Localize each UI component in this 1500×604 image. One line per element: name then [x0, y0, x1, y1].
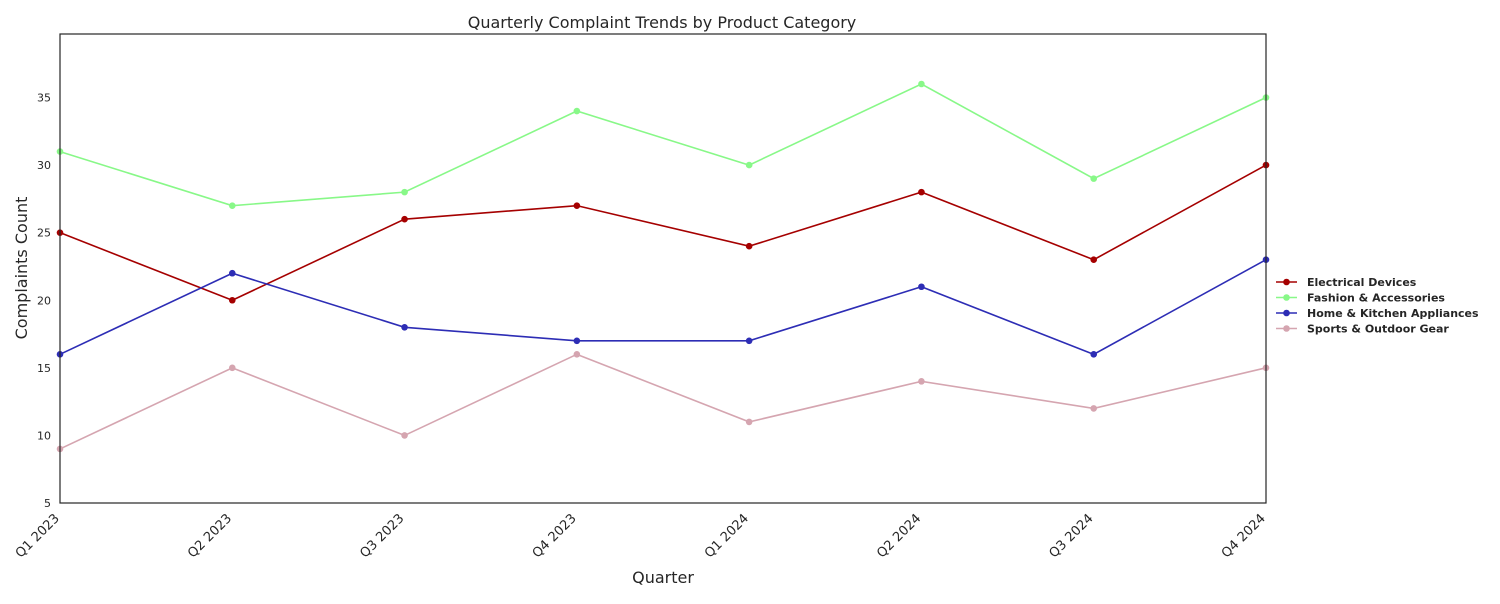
x-tick-label: Q3 2023 — [357, 511, 407, 561]
data-point — [228, 269, 236, 277]
legend-item: Sports & Outdoor Gear — [1276, 323, 1449, 336]
data-point — [573, 351, 581, 358]
data-point — [573, 107, 581, 115]
y-tick-label: 35 — [37, 92, 51, 105]
y-tick-label: 25 — [37, 227, 51, 240]
legend-item: Fashion & Accessories — [1276, 292, 1445, 305]
data-point — [1090, 256, 1098, 264]
chart-title: Quarterly Complaint Trends by Product Ca… — [468, 13, 857, 32]
data-point — [1090, 351, 1098, 358]
data-point — [745, 337, 753, 345]
data-point — [401, 215, 408, 223]
data-point — [918, 378, 925, 385]
data-point — [1090, 175, 1098, 182]
data-point — [745, 161, 753, 169]
data-point — [228, 296, 236, 304]
legend-label: Fashion & Accessories — [1307, 292, 1445, 305]
data-point — [918, 283, 925, 291]
y-tick-label: 10 — [37, 429, 51, 442]
y-tick-label: 15 — [37, 362, 51, 375]
legend-label: Home & Kitchen Appliances — [1307, 307, 1479, 320]
x-axis-ticks: Q1 2023 Q2 2023 Q3 2023 Q4 2023 Q1 2024 Q2 20… — [13, 511, 1269, 561]
x-tick-label: Q2 2023 — [185, 511, 235, 561]
plot-area — [56, 80, 1270, 453]
x-tick-label: Q4 2023 — [530, 511, 580, 561]
x-tick-label: Q2 2024 — [874, 511, 924, 561]
x-tick-label: Q4 2024 — [1219, 511, 1269, 561]
legend-label: Sports & Outdoor Gear — [1307, 323, 1449, 336]
y-tick-label: 30 — [37, 159, 51, 172]
data-point — [228, 364, 236, 372]
x-tick-label: Q1 2024 — [702, 511, 752, 561]
data-point — [401, 432, 408, 439]
data-point — [401, 188, 408, 196]
x-tick-label: Q3 2024 — [1047, 511, 1097, 561]
y-axis-ticks: 5 10 15 20 25 30 35 — [37, 92, 51, 510]
legend-marker — [1283, 309, 1290, 317]
data-point — [1090, 405, 1098, 412]
data-point — [745, 242, 753, 250]
plot-frame — [59, 33, 1267, 504]
legend: Electrical Devices Fashion & Accessories H… — [1276, 276, 1479, 336]
y-tick-label: 5 — [44, 497, 51, 510]
series-line-3 — [59, 353, 1267, 450]
data-point — [918, 80, 925, 88]
x-axis-label: Quarter — [632, 568, 694, 587]
legend-label: Electrical Devices — [1307, 276, 1417, 289]
legend-marker — [1283, 278, 1290, 286]
data-point — [745, 418, 753, 426]
legend-marker — [1283, 294, 1290, 301]
x-tick-label: Q1 2023 — [13, 511, 63, 561]
data-point — [573, 202, 581, 209]
data-point — [918, 188, 925, 196]
series-line-0 — [59, 164, 1267, 302]
legend-item: Home & Kitchen Appliances — [1276, 307, 1479, 320]
data-point — [228, 202, 236, 209]
legend-marker — [1283, 325, 1290, 332]
legend-item: Electrical Devices — [1276, 276, 1417, 289]
data-point — [573, 337, 581, 345]
series-line-1 — [59, 83, 1267, 207]
series-line-2 — [59, 259, 1267, 356]
y-axis-label: Complaints Count — [12, 197, 31, 340]
data-point — [401, 323, 408, 331]
y-tick-label: 20 — [37, 294, 51, 307]
